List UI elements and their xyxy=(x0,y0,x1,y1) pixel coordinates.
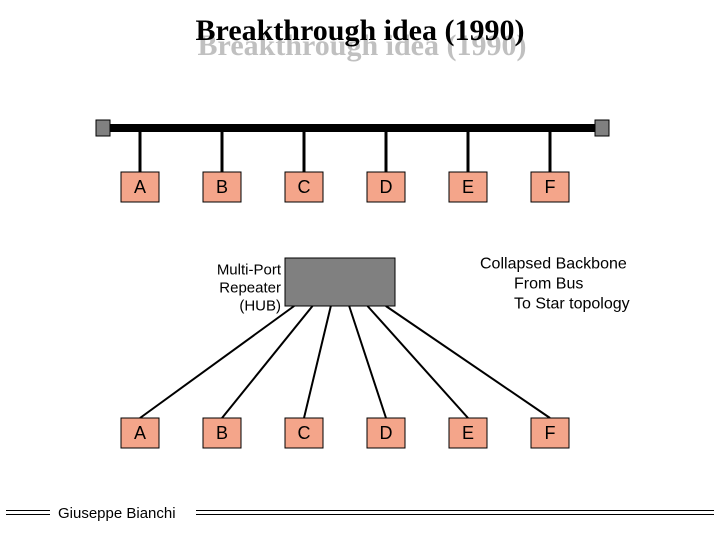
star-node-label: F xyxy=(545,423,556,443)
hub-spoke xyxy=(222,306,313,418)
bus-node-label: B xyxy=(216,177,228,197)
hub-spoke xyxy=(386,306,550,418)
bus-node-label: C xyxy=(298,177,311,197)
hub-spoke xyxy=(349,306,386,418)
bus-node-label: F xyxy=(545,177,556,197)
annotation-line: Collapsed Backbone xyxy=(480,255,627,272)
hub-label: Multi-Port xyxy=(217,261,282,278)
hub-spoke xyxy=(368,306,469,418)
annotation-line: To Star topology xyxy=(514,295,630,312)
star-node-label: A xyxy=(134,423,146,443)
hub-label: Repeater xyxy=(219,279,281,296)
footer-line-left xyxy=(6,512,50,516)
star-node-label: C xyxy=(298,423,311,443)
star-node-label: D xyxy=(380,423,393,443)
bus-node-label: A xyxy=(134,177,146,197)
bus-node-label: D xyxy=(380,177,393,197)
bus-terminator-left xyxy=(96,120,110,136)
bus-node-label: E xyxy=(462,177,474,197)
footer-author: Giuseppe Bianchi xyxy=(58,505,176,522)
star-node-label: E xyxy=(462,423,474,443)
bus-terminator-right xyxy=(595,120,609,136)
diagram-canvas: A B C D E F Multi-PortRepeater(HUB) A B C D E F Colla… xyxy=(0,0,720,540)
hub-spoke xyxy=(140,306,294,418)
footer-line-right xyxy=(196,512,714,516)
hub-box xyxy=(285,258,395,306)
star-node-label: B xyxy=(216,423,228,443)
hub-spoke xyxy=(304,306,331,418)
hub-label: (HUB) xyxy=(239,297,281,314)
annotation-line: From Bus xyxy=(514,275,583,292)
